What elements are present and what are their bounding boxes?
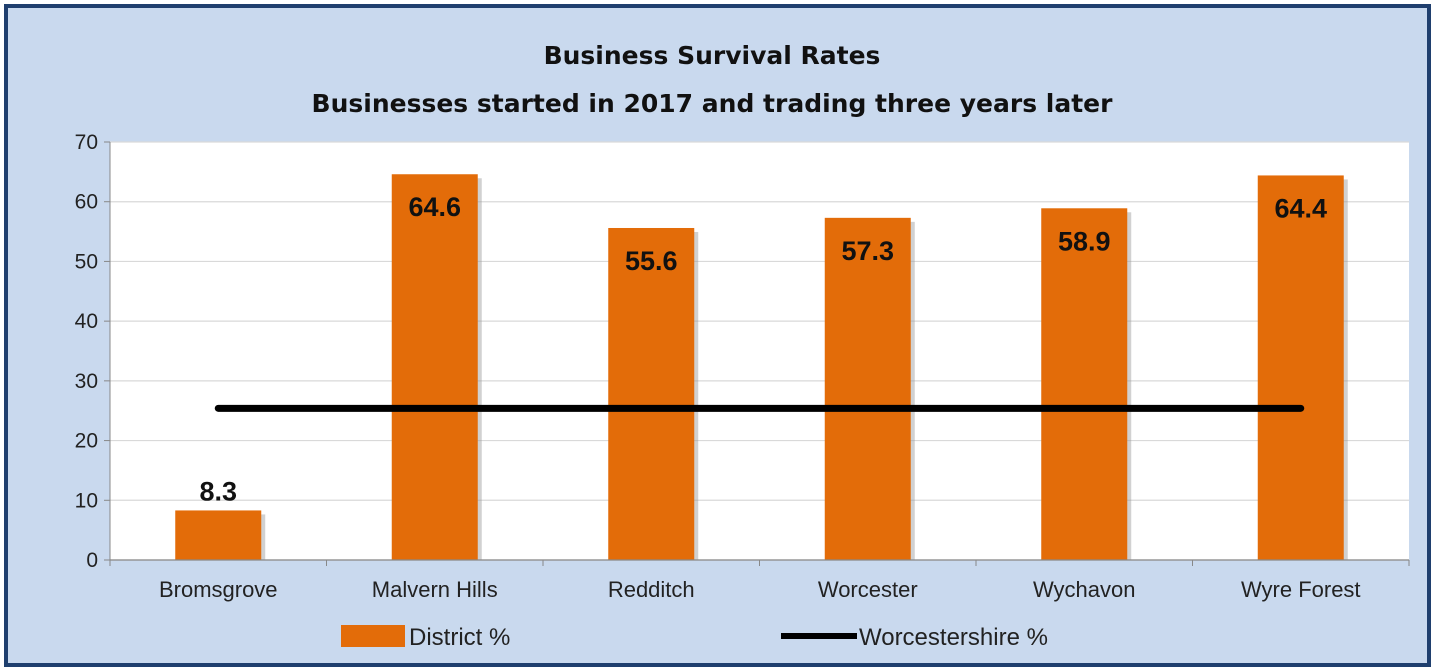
bar	[1041, 208, 1128, 561]
legend-label-worcestershire: Worcestershire %	[859, 624, 1048, 651]
data-label: 8.3	[199, 476, 237, 506]
data-label: 58.9	[1058, 226, 1111, 256]
x-tick-label: Wychavon	[1033, 577, 1136, 602]
legend-label-district: District %	[409, 624, 510, 651]
x-tick-label: Bromsgrove	[159, 577, 278, 602]
data-label: 64.4	[1274, 193, 1327, 223]
y-tick-label: 40	[75, 310, 98, 333]
y-tick-label: 50	[75, 250, 98, 273]
bar	[824, 217, 911, 560]
y-tick-label: 30	[75, 370, 98, 393]
bar	[1257, 175, 1344, 560]
x-tick-label: Worcester	[818, 577, 918, 602]
bar	[391, 174, 478, 560]
y-axis: 0 10 20 30 40 50 60 70	[75, 131, 111, 572]
plot-area	[110, 142, 1409, 560]
gridlines	[110, 141, 1409, 561]
x-tick-label: Redditch	[608, 577, 695, 602]
bar	[175, 510, 262, 560]
legend: District % Worcestershire %	[341, 624, 1048, 651]
y-tick-label: 0	[86, 549, 98, 572]
x-tick-label: Wyre Forest	[1241, 577, 1361, 602]
bar-chart: Business Survival Rates Businesses start…	[75, 41, 1410, 651]
y-tick-label: 60	[75, 191, 98, 214]
bar	[608, 227, 695, 560]
data-label: 57.3	[841, 236, 894, 266]
chart-title: Business Survival Rates	[544, 41, 881, 70]
chart-frame: Business Survival Rates Businesses start…	[4, 4, 1431, 667]
data-labels: 8.3 64.6 55.6 57.3 58.9 64.4	[199, 192, 1327, 506]
bar-series	[175, 174, 1348, 561]
legend-swatch-district	[341, 625, 405, 647]
x-axis: Bromsgrove Malvern Hills Redditch Worcester…	[109, 559, 1410, 602]
y-tick-label: 10	[75, 489, 98, 512]
chart-subtitle: Businesses started in 2017 and trading t…	[312, 89, 1114, 118]
y-tick-label: 70	[75, 131, 98, 154]
data-label: 64.6	[408, 192, 461, 222]
data-label: 55.6	[625, 246, 678, 276]
x-tick-label: Malvern Hills	[372, 577, 498, 602]
y-tick-label: 20	[75, 430, 98, 453]
